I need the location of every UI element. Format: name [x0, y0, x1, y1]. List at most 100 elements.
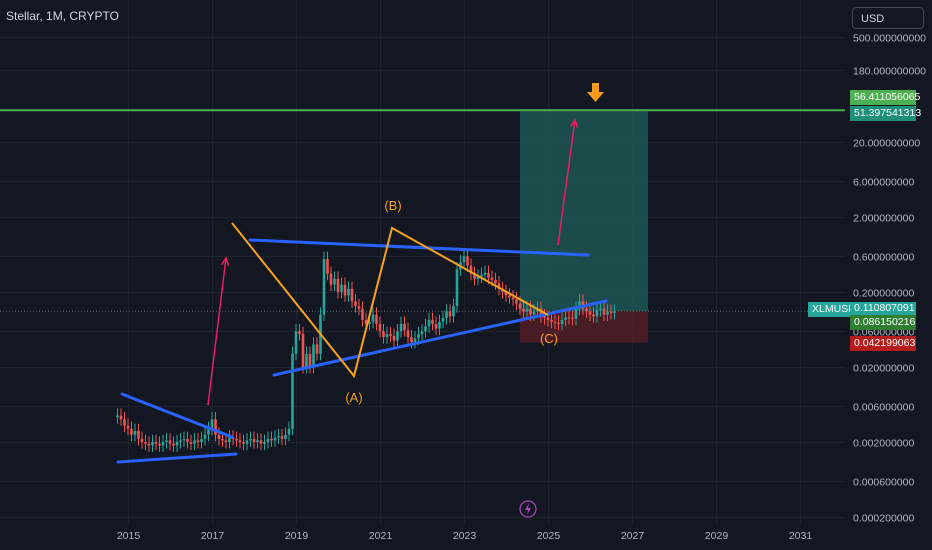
candle-body — [263, 442, 266, 444]
candle-body — [557, 322, 560, 324]
candle-body — [238, 440, 242, 442]
candle-body — [413, 338, 417, 343]
candle-body — [599, 308, 602, 311]
candle-body — [137, 431, 140, 439]
symbol-label: XLMUSD — [808, 302, 860, 318]
candle-body — [305, 353, 308, 367]
candle-body — [567, 317, 571, 319]
candle-body — [529, 308, 532, 315]
x-tick-label: 2017 — [201, 530, 225, 542]
price-label: 0.086150216 — [850, 315, 916, 331]
candle-body — [196, 440, 200, 442]
candle-body — [256, 440, 259, 442]
candle-body — [441, 318, 445, 322]
candle-body — [497, 283, 501, 289]
candle-body — [280, 436, 284, 439]
candle-body — [389, 334, 392, 336]
x-tick-label: 2029 — [705, 530, 729, 542]
candle-body — [515, 299, 518, 304]
y-tick-label: 0.002000000 — [853, 438, 914, 450]
y-tick-label: 2.000000000 — [853, 213, 914, 225]
candle-body — [245, 440, 249, 444]
candle-body — [420, 331, 424, 335]
candle-body — [361, 308, 364, 320]
price-label: 56.411056065 — [850, 90, 920, 106]
candle-body — [179, 440, 182, 442]
y-tick-label: 0.000200000 — [853, 513, 914, 525]
candle-body — [266, 438, 270, 442]
trendline[interactable] — [116, 452, 238, 464]
candle-body — [455, 269, 459, 307]
candle-body — [595, 310, 599, 317]
lightning-icon — [525, 503, 531, 515]
x-tick-label: 2015 — [117, 530, 141, 542]
candle-body — [291, 353, 294, 429]
candle-body — [410, 337, 413, 343]
candle-body — [130, 428, 133, 435]
candle-body — [571, 318, 574, 320]
candle-body — [182, 438, 186, 441]
candle-body — [511, 297, 515, 300]
candle-body — [252, 438, 256, 442]
lightning-icon[interactable] — [519, 500, 537, 518]
candle-body — [602, 308, 606, 315]
candle-body — [158, 443, 161, 446]
x-tick-label: 2023 — [453, 530, 477, 542]
candle-body — [371, 314, 375, 322]
candle-body — [347, 288, 350, 296]
candle-body — [469, 265, 473, 274]
arrow-line — [207, 257, 227, 406]
candle-body — [126, 425, 130, 429]
candle-body — [315, 344, 319, 354]
candle-body — [550, 319, 553, 322]
candle-body — [434, 323, 438, 329]
down-arrow-icon — [592, 83, 599, 92]
candle-body — [172, 443, 175, 446]
candle-body — [228, 437, 231, 442]
candle-body — [539, 308, 543, 317]
y-tick-label: 6.000000000 — [853, 177, 914, 189]
candle-body — [532, 311, 536, 315]
candle-body — [396, 331, 399, 341]
candle-body — [406, 330, 410, 338]
candle-body — [144, 442, 147, 444]
y-tick-label: 180.000000000 — [853, 66, 926, 78]
candle-body — [522, 308, 525, 312]
trendline[interactable] — [120, 392, 234, 439]
grid — [0, 0, 845, 525]
wave-path[interactable] — [231, 222, 549, 379]
candle-body — [161, 442, 165, 446]
y-tick-label: 500.000000000 — [853, 33, 926, 45]
candle-body — [466, 256, 469, 266]
wave-label: (C) — [540, 331, 558, 346]
candle-body — [123, 419, 126, 426]
x-tick-label: 2031 — [789, 530, 813, 542]
candle-body — [490, 277, 494, 280]
candle-body — [403, 323, 406, 331]
candle-body — [609, 311, 613, 313]
candle-body — [277, 436, 280, 438]
currency-button[interactable]: USD — [852, 7, 924, 29]
candle-body — [462, 256, 466, 263]
trade-zones — [0, 111, 845, 343]
candle-body — [186, 438, 189, 442]
candle-body — [417, 334, 420, 339]
candle-body — [480, 274, 483, 277]
candle-body — [273, 437, 277, 441]
candle-body — [116, 415, 119, 418]
candle-body — [210, 419, 214, 429]
candle-body — [504, 292, 508, 296]
y-tick-label: 0.200000000 — [853, 288, 914, 300]
candle-body — [189, 442, 193, 444]
candle-body — [483, 272, 487, 275]
candle-body — [147, 443, 151, 446]
wave-label: (A) — [345, 390, 362, 405]
candle-body — [249, 438, 252, 441]
trendline[interactable] — [248, 238, 590, 257]
candle-body — [525, 308, 529, 312]
candle-body — [364, 319, 368, 324]
candle-body — [585, 308, 588, 312]
candle-body — [287, 428, 291, 435]
trendline[interactable] — [272, 299, 608, 377]
